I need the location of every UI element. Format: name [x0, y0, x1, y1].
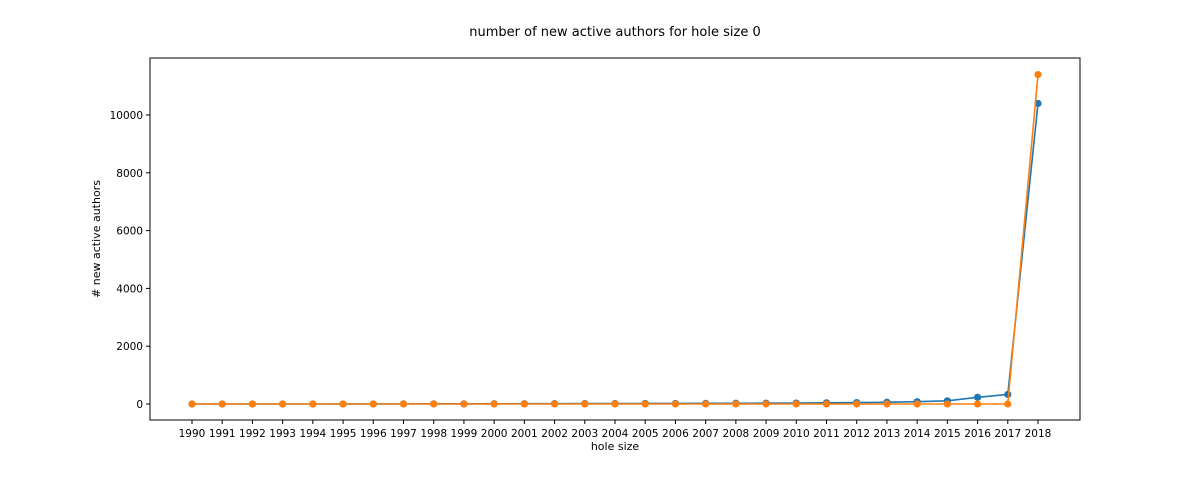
series-2-point — [520, 400, 528, 408]
series-2-point — [671, 400, 680, 408]
series-2-point — [248, 400, 257, 408]
x-tick-label: 1991 — [209, 428, 236, 440]
chart-title: number of new active authors for hole si… — [469, 25, 760, 40]
x-tick-label: 2007 — [692, 428, 719, 440]
x-tick-label: 2013 — [874, 428, 901, 440]
y-tick-label: 8000 — [116, 168, 143, 180]
series-2-point — [702, 400, 710, 408]
x-tick-label: 2006 — [662, 428, 689, 440]
x-tick-label: 1990 — [179, 428, 206, 440]
x-tick-label: 1995 — [330, 428, 357, 440]
series-2-point — [943, 400, 951, 408]
series-2-point — [430, 400, 438, 408]
x-tick-label: 1992 — [239, 428, 266, 440]
y-axis-ticks: 0 2000 4000 6000 8000 10000 — [110, 110, 150, 411]
series-1-point — [973, 393, 982, 401]
y-tick-label: 6000 — [116, 226, 143, 238]
plot-area — [150, 58, 1080, 420]
series-2-point — [309, 400, 317, 408]
x-tick-label: 2017 — [994, 428, 1021, 440]
series-2-point — [550, 400, 559, 408]
series-2-point — [883, 400, 891, 408]
series-2-point — [279, 400, 287, 408]
x-tick-label: 2014 — [904, 428, 931, 440]
y-tick-label: 4000 — [116, 283, 143, 295]
x-axis-label: hole size — [591, 440, 640, 453]
y-tick-label: 0 — [136, 399, 143, 411]
series-2-point — [1004, 400, 1012, 408]
plot-frame — [149, 57, 1081, 421]
x-tick-label: 1998 — [420, 428, 447, 440]
y-tick-label: 2000 — [116, 341, 143, 353]
series-2-point — [399, 400, 408, 408]
x-tick-label: 2002 — [541, 428, 568, 440]
series-layer — [188, 70, 1042, 408]
x-tick-label: 2018 — [1025, 428, 1052, 440]
x-tick-label: 2005 — [632, 428, 659, 440]
series-2-point — [218, 400, 226, 408]
x-tick-label: 2003 — [571, 428, 598, 440]
series-2-point — [822, 400, 831, 408]
series-2-point — [641, 400, 649, 408]
x-axis-ticks: 1990 1991 1992 1993 1994 1995 1996 1997 1998 1999… — [179, 420, 1052, 440]
y-tick-label: 10000 — [110, 110, 143, 122]
series-2-point — [369, 400, 377, 408]
x-tick-label: 2011 — [813, 428, 840, 440]
series-2-point — [581, 400, 589, 408]
x-tick-label: 2000 — [481, 428, 508, 440]
x-tick-label: 2004 — [602, 428, 629, 440]
series-2 — [188, 70, 1042, 408]
x-tick-label: 1999 — [451, 428, 478, 440]
series-2-point — [339, 400, 347, 408]
series-2-point — [490, 400, 498, 408]
series-2-point — [762, 400, 770, 408]
series-2-point — [792, 400, 800, 408]
series-2-point — [913, 400, 921, 408]
x-tick-label: 1997 — [390, 428, 417, 440]
series-2-point — [1034, 70, 1042, 79]
x-tick-label: 1994 — [299, 428, 326, 440]
series-2-point — [732, 400, 740, 408]
series-2-point — [973, 400, 982, 408]
series-2-point — [460, 400, 468, 408]
x-tick-label: 2012 — [843, 428, 870, 440]
x-tick-label: 2016 — [964, 428, 991, 440]
x-tick-label: 2009 — [753, 428, 780, 440]
x-tick-label: 2010 — [783, 428, 810, 440]
series-2-point — [611, 400, 619, 408]
x-tick-label: 2015 — [934, 428, 961, 440]
x-tick-label: 2008 — [722, 428, 749, 440]
x-tick-label: 1993 — [269, 428, 296, 440]
x-tick-label: 1996 — [360, 428, 387, 440]
y-axis-label: # new active authors — [90, 180, 103, 298]
series-2-point — [188, 400, 196, 408]
x-tick-label: 2001 — [511, 428, 538, 440]
series-2-point — [853, 400, 861, 408]
